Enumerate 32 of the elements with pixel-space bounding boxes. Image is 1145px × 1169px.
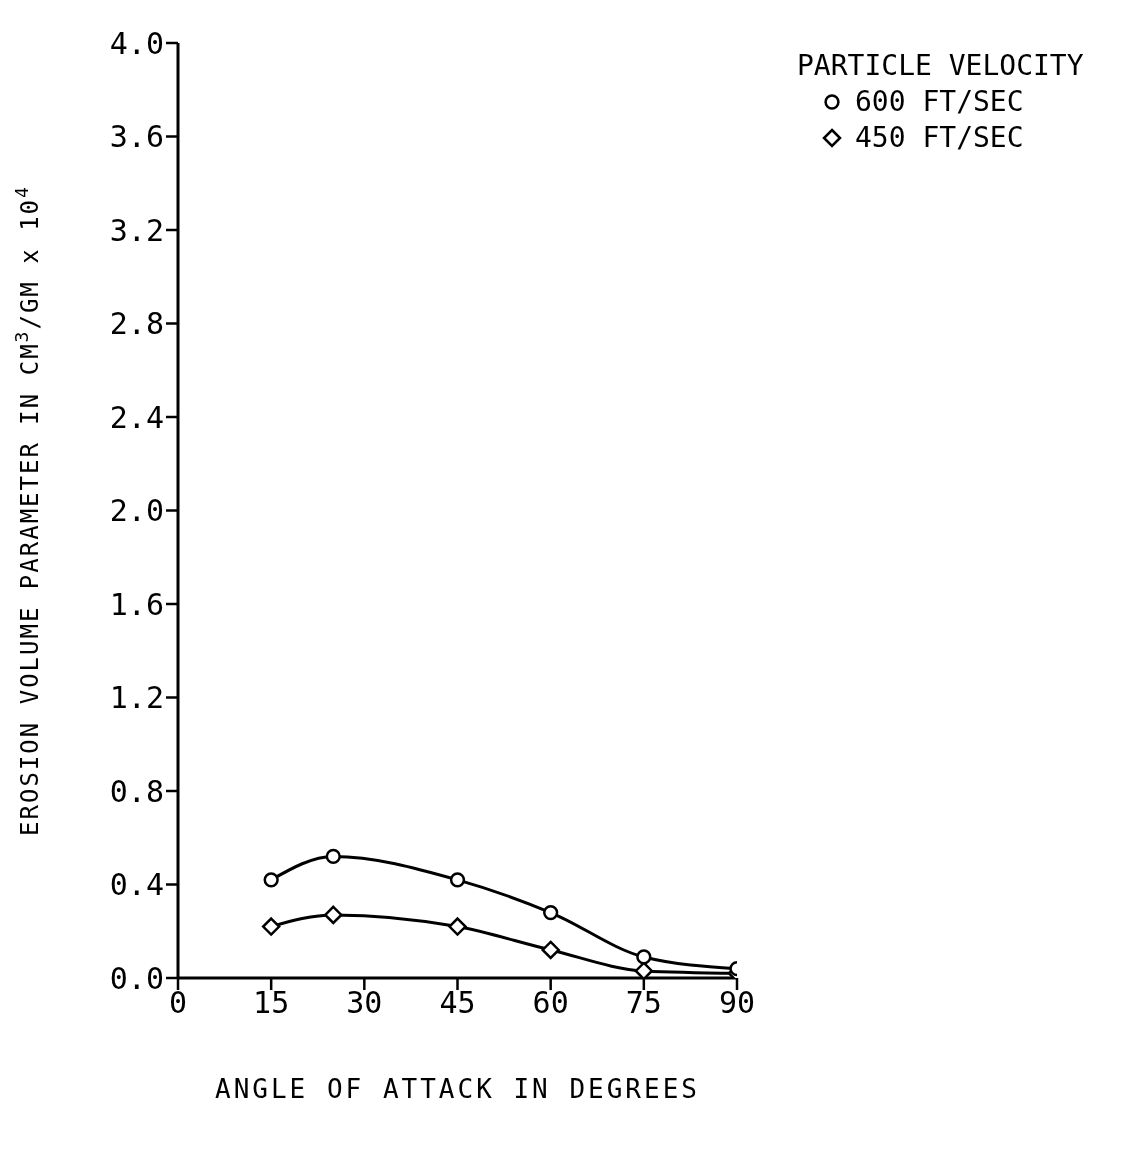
legend-label: 600 FT/SEC [855,84,1024,120]
y-tick-label: 2.4 [109,399,164,435]
point [543,904,559,921]
point [324,905,343,925]
y-tick-label: 1.6 [109,586,164,622]
point [541,940,560,960]
y-tick-label: 4.0 [109,25,164,61]
y-tick-label: 2.0 [109,493,164,529]
y-tick-label: 3.6 [109,119,164,155]
point [634,961,654,978]
legend-title: PARTICLE VELOCITY [797,48,1085,84]
x-tick-label: 15 [253,985,290,1021]
legend-label: 450 FT/SEC [855,120,1024,156]
point [449,872,466,888]
point [636,949,652,965]
x-tick-label: 75 [625,985,662,1021]
y-tick-label: 0.0 [109,960,164,996]
y-tick-label: 1.2 [109,680,164,716]
x-tick-label: 30 [346,985,383,1021]
x-tick-label: 0 [168,985,188,1021]
y-tick-label: 0.8 [109,773,164,809]
x-tick-label: 90 [718,985,756,1021]
y-tick-label: 3.2 [109,212,164,248]
x-tick-label: 60 [532,985,569,1021]
point [448,917,467,936]
point [325,848,341,865]
y-tick-label: 2.8 [109,306,164,342]
y-tick-label: 0.4 [109,867,164,903]
x-tick-label: 45 [439,985,476,1021]
point [263,872,279,888]
x-axis-title: ANGLE OF ATTACK IN DEGREES [215,1074,700,1104]
point [261,917,281,936]
